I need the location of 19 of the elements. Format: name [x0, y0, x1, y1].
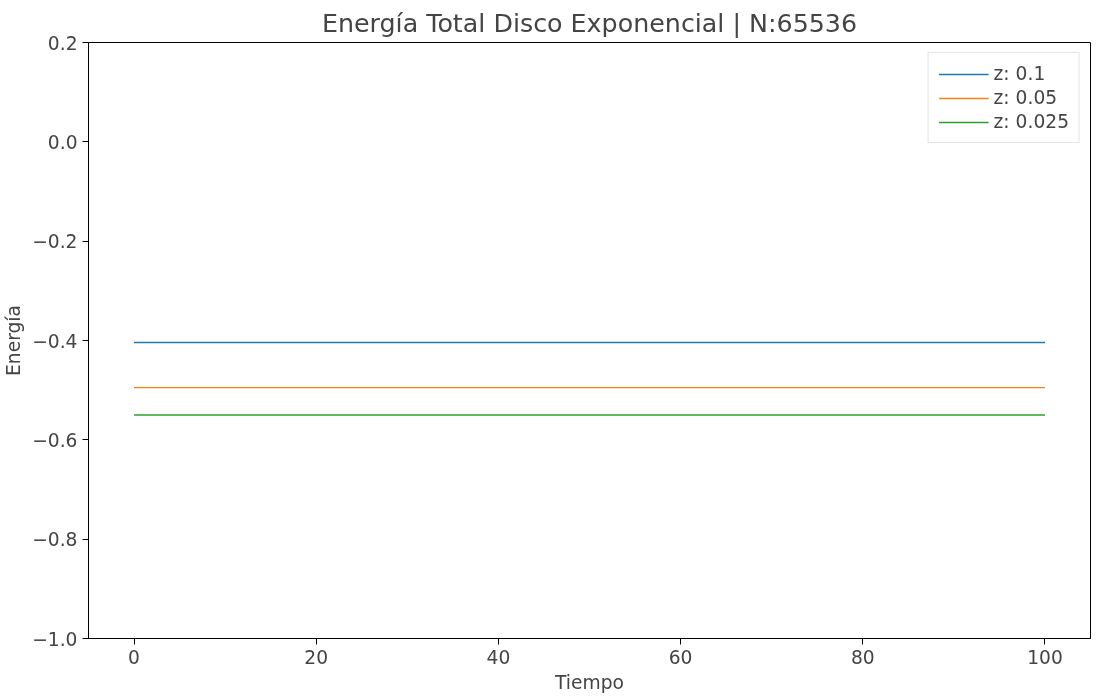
chart-title: Energía Total Disco Exponencial | N:65536 — [321, 7, 858, 38]
x-tick-label: 60 — [668, 646, 693, 668]
x-tick-label: 100 — [1027, 646, 1063, 668]
legend-label: z: 0.1 — [993, 63, 1046, 84]
y-tick-label: 0.2 — [47, 32, 78, 54]
y-tick-label: −0.2 — [32, 231, 78, 253]
y-tick-label: −0.4 — [32, 330, 78, 352]
x-axis-title: Tiempo — [554, 671, 624, 693]
y-tick-label: 0.0 — [47, 131, 78, 153]
x-tick-label: 0 — [128, 646, 140, 668]
y-tick-label: −1.0 — [32, 628, 78, 650]
x-tick-label: 20 — [304, 646, 329, 668]
legend-label: z: 0.05 — [993, 87, 1058, 108]
x-tick-label: 40 — [486, 646, 511, 668]
legend-label: z: 0.025 — [993, 111, 1069, 132]
x-tick-label: 80 — [850, 646, 875, 668]
y-axis-title: Energía — [3, 305, 25, 376]
y-tick-label: −0.8 — [32, 529, 78, 551]
y-tick-label: −0.6 — [32, 429, 78, 451]
